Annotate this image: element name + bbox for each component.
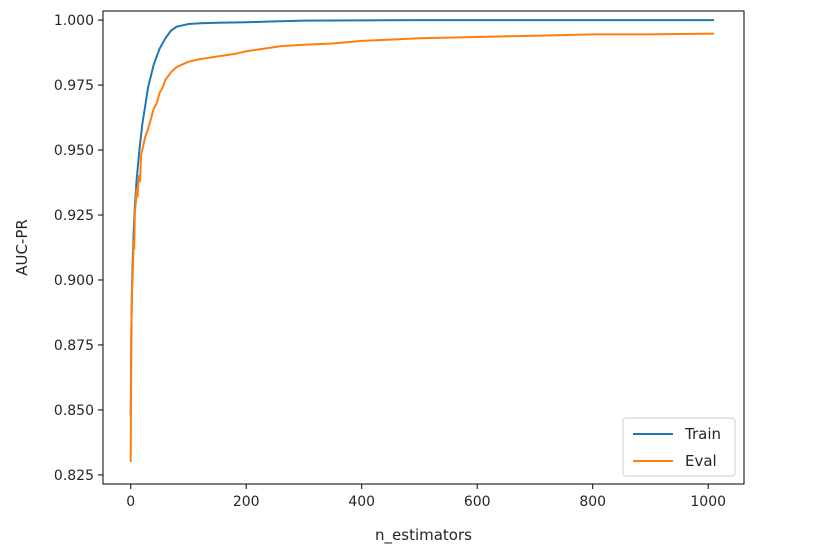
y-axis-title: AUC-PR <box>13 219 31 276</box>
y-tick-label: 0.900 <box>54 273 94 289</box>
x-tick-label: 0 <box>126 494 135 510</box>
series-line-eval <box>129 32 715 462</box>
x-axis: 0 200 400 600 800 1000 <box>126 484 726 510</box>
y-tick-label: 0.950 <box>54 143 94 159</box>
x-tick-label: 600 <box>464 494 491 510</box>
legend-label-train: Train <box>684 425 721 443</box>
axes-frame <box>102 10 745 485</box>
y-tick-label: 0.925 <box>54 208 94 224</box>
y-tick-label: 0.825 <box>54 468 94 484</box>
y-tick-label: 0.975 <box>54 78 94 94</box>
y-tick-label: 0.850 <box>54 403 94 419</box>
x-tick-label: 800 <box>579 494 606 510</box>
series-layer <box>129 19 715 462</box>
y-tick-label: 0.875 <box>54 338 94 354</box>
series-line-train <box>129 19 714 416</box>
x-tick-label: 1000 <box>690 494 726 510</box>
legend-label-eval: Eval <box>685 452 717 470</box>
plot-area <box>102 10 745 485</box>
y-axis: 0.825 0.850 0.875 0.900 0.925 0.950 0.975 1.000 <box>54 13 103 484</box>
legend: Train Eval <box>622 417 736 477</box>
x-axis-title: n_estimators <box>375 526 472 545</box>
x-tick-label: 400 <box>348 494 375 510</box>
x-tick-label: 200 <box>233 494 260 510</box>
y-tick-label: 1.000 <box>54 13 94 29</box>
